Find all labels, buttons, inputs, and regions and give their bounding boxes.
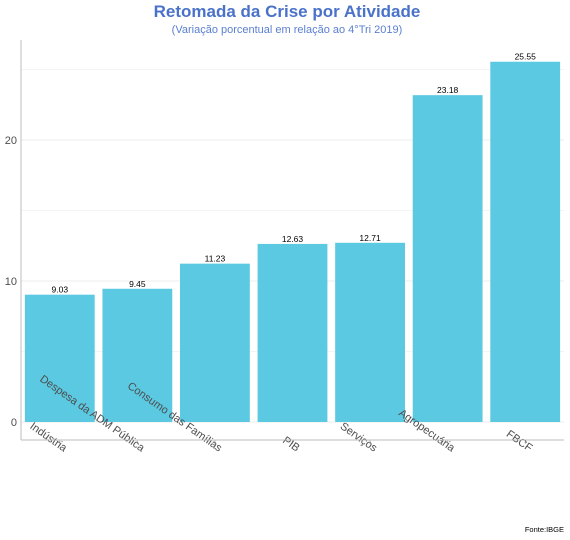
bars-group [24,61,561,423]
category-label: Serviços [338,420,380,454]
chart-title: Retomada da Crise por Atividade [154,2,421,21]
category-label: Indústria [27,420,69,455]
bar [412,95,483,423]
chart-subtitle: (Variação porcentual em relação ao 4°Tri… [172,24,403,36]
bar [180,263,250,422]
source-note: Fonte:IBGE [525,525,564,534]
data-label: 9.45 [129,279,146,289]
y-tick-label: 20 [5,135,17,147]
data-label: 25.55 [515,52,537,62]
data-label: 12.71 [359,233,381,243]
y-tick-label: 0 [11,417,17,429]
bar [102,288,173,422]
data-labels-group: 9.03 9.45 11.23 12.63 12.71 23.18 25.55 [52,52,537,295]
data-label: 9.03 [52,285,69,295]
data-label: 11.23 [205,254,226,264]
data-label: 23.18 [437,85,459,95]
bar [257,243,328,422]
category-label: PIB [280,434,301,454]
bar [490,61,561,423]
category-label: FBCF [504,428,535,454]
data-label: 12.63 [282,234,304,244]
bar [335,242,405,422]
bar [24,294,95,422]
y-tick-label: 10 [5,276,17,288]
y-axis-ticks: 0 10 20 [5,135,17,429]
